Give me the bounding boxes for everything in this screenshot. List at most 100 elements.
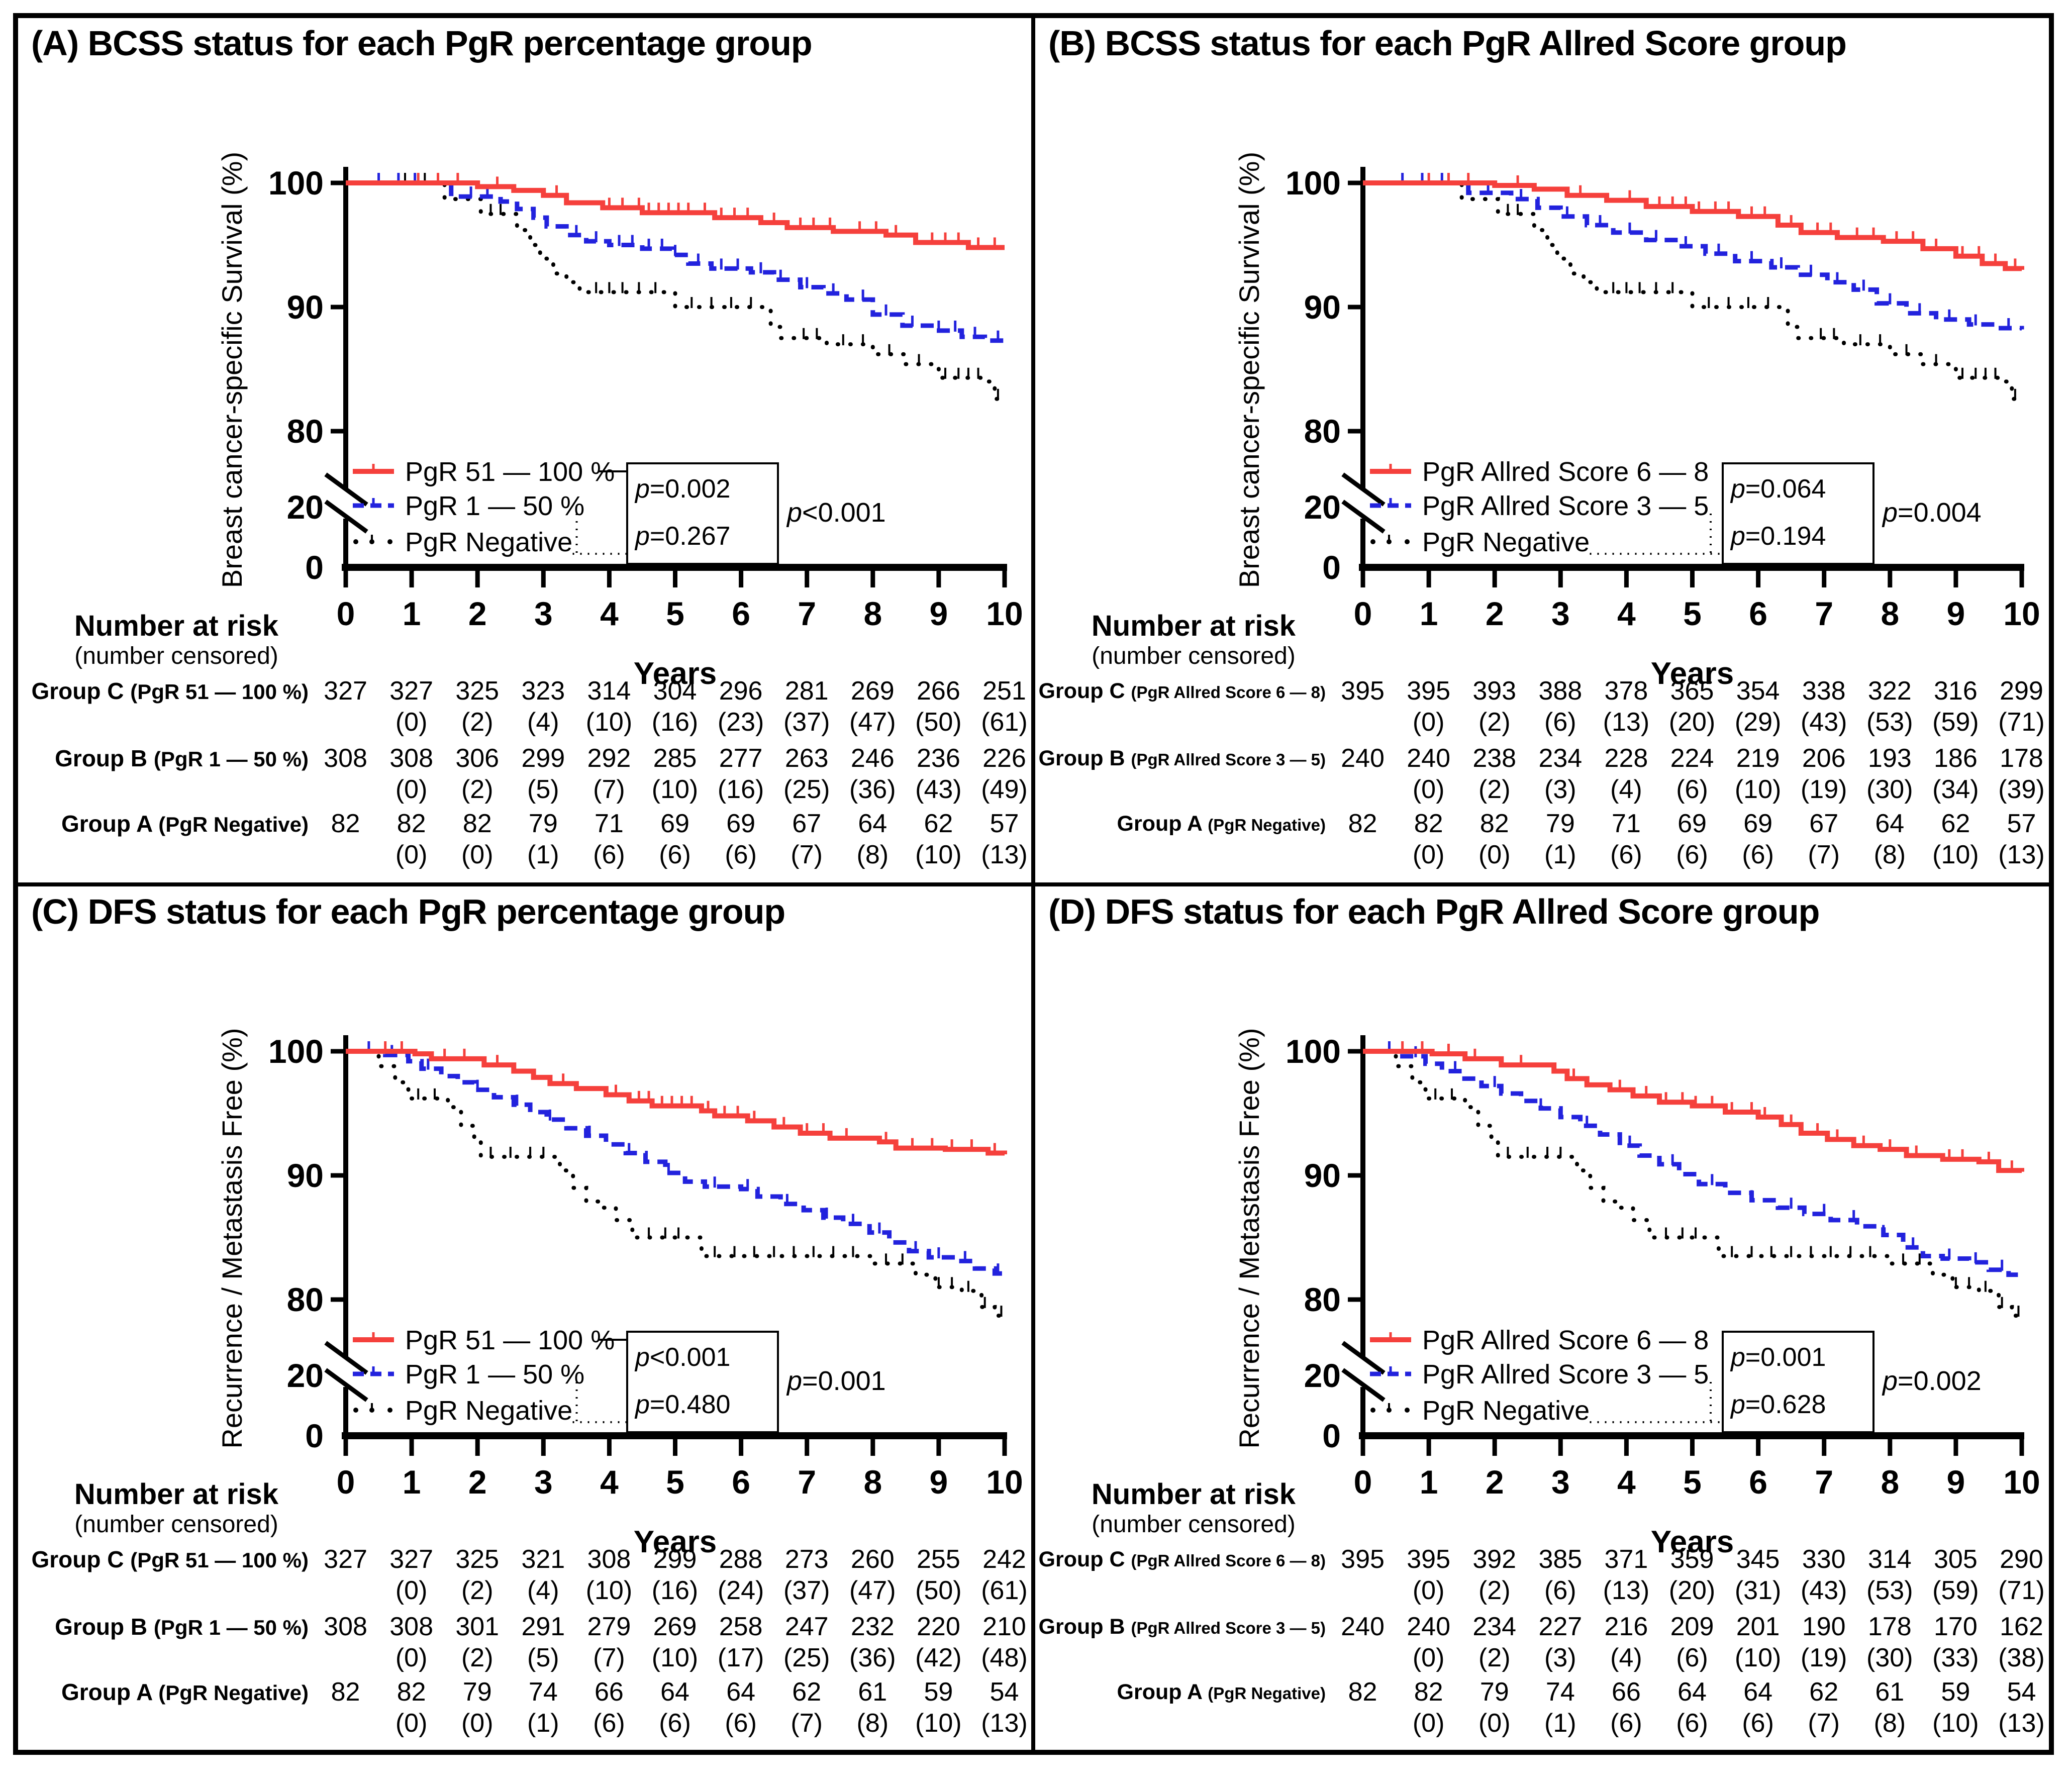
risk-count: 69: [1678, 809, 1707, 838]
risk-cell: 301 (2): [444, 1611, 510, 1673]
risk-cell: 178 (30): [1857, 1611, 1923, 1673]
risk-cell: 371 (13): [1593, 1544, 1659, 1606]
risk-censored: (10): [651, 1643, 699, 1672]
p-value-top-pair: p=0.001: [1730, 1343, 1826, 1372]
risk-count: 82: [331, 809, 360, 838]
risk-count: 67: [1809, 809, 1839, 838]
risk-censored: (7): [593, 775, 625, 804]
risk-censored: (1): [527, 1709, 559, 1738]
risk-censored: (0): [395, 1709, 428, 1738]
risk-count: 395: [1341, 676, 1385, 706]
risk-censored: (13): [1998, 840, 2045, 869]
risk-cell: 57 (13): [971, 808, 1031, 870]
risk-cell: 69 (6): [642, 808, 708, 870]
risk-count: 64: [1875, 809, 1905, 838]
risk-censored: (2): [1478, 1576, 1511, 1605]
risk-count: 296: [719, 676, 763, 706]
risk-count: 71: [1612, 809, 1641, 838]
risk-censored: (59): [1932, 1576, 1979, 1605]
risk-count: 69: [660, 809, 689, 838]
x-axis-title: Years: [1651, 656, 1734, 691]
risk-censored: (13): [1998, 1709, 2045, 1738]
risk-censored: (20): [1668, 1576, 1716, 1605]
x-tick-label: 4: [600, 1463, 619, 1501]
x-tick-label: 9: [1947, 595, 1965, 632]
risk-censored: (2): [461, 1576, 494, 1605]
x-axis-title: Years: [634, 1525, 717, 1559]
risk-row-label-main: Group C: [1038, 1547, 1131, 1571]
risk-censored: (6): [1742, 840, 1774, 869]
km-panel-B: 100 90 80 20 0 0 1 2 3 4 5 6 7 8 9 10 Years Breast cancer…: [1035, 18, 2049, 882]
risk-cell: 224 (6): [1659, 743, 1725, 805]
risk-cell: 308 (10): [576, 1544, 642, 1606]
risk-cell: 290 (71): [1989, 1544, 2049, 1606]
risk-censored: (33): [1932, 1643, 1979, 1672]
km-panel-A: 100 90 80 20 0 0 1 2 3 4 5 6 7 8 9 10 Years Breast cancer…: [18, 18, 1031, 882]
risk-count: 82: [397, 1677, 426, 1707]
risk-cell: 365 (20): [1659, 675, 1725, 738]
risk-count: 305: [1934, 1545, 1978, 1574]
risk-count: 395: [1407, 1545, 1451, 1574]
x-tick-label: 10: [2003, 595, 2040, 632]
curve-pgr-allred-score-6-8: [1363, 1041, 2024, 1173]
risk-censored: (6): [659, 840, 691, 869]
risk-censored: (2): [1478, 1643, 1511, 1672]
risk-count: 301: [455, 1612, 500, 1641]
risk-count: 236: [917, 744, 960, 773]
legend-entry-pgr-negative: PgR Negative: [353, 527, 572, 557]
curve-pgr-allred-score-6-8: [1363, 173, 2024, 271]
risk-cell: 325 (2): [444, 1544, 510, 1606]
risk-cell: 299 (71): [1989, 675, 2049, 738]
risk-censored: (43): [915, 775, 962, 804]
risk-count: 242: [982, 1545, 1026, 1574]
risk-count: 299: [653, 1545, 697, 1574]
risk-censored: (2): [461, 775, 494, 804]
risk-censored: (0): [1478, 1709, 1511, 1738]
risk-row-label: Group A (PgR Negative): [1035, 808, 1330, 844]
risk-censored: (10): [651, 775, 699, 804]
risk-censored: (6): [593, 840, 625, 869]
risk-count: 61: [858, 1677, 887, 1707]
y-tick-label: 80: [287, 413, 324, 450]
risk-cell: 54 (13): [971, 1676, 1031, 1739]
p-value-annotations: p<0.001 p=0.480 p=0.001: [572, 1331, 886, 1433]
risk-cell: 162 (38): [1989, 1611, 2049, 1673]
risk-censored: (8): [1873, 1709, 1906, 1738]
risk-cell: 246 (36): [840, 743, 906, 805]
risk-count: 69: [726, 809, 756, 838]
risk-row-label-main: Group A: [1117, 812, 1208, 836]
risk-count: 378: [1604, 676, 1648, 706]
risk-censored: (4): [1610, 775, 1642, 804]
risk-count: 371: [1604, 1545, 1648, 1574]
risk-cell: 378 (13): [1593, 675, 1659, 738]
risk-count: 82: [1414, 809, 1443, 838]
x-tick-label: 7: [1815, 595, 1833, 632]
risk-censored: (10): [1734, 775, 1782, 804]
risk-censored: (13): [1603, 708, 1650, 737]
risk-cell: 263 (25): [774, 743, 840, 805]
x-tick-label: 1: [403, 1463, 421, 1501]
risk-count: 66: [1612, 1677, 1641, 1707]
risk-cell: 240: [1330, 1611, 1396, 1642]
risk-cell: 325 (2): [444, 675, 510, 738]
risk-censored: (16): [651, 1576, 699, 1605]
risk-censored: (4): [527, 708, 559, 737]
p-value-overall: p=0.002: [1882, 1366, 1982, 1396]
x-tick-label: 2: [468, 595, 487, 632]
risk-censored: (47): [849, 708, 896, 737]
risk-cell: 79 (1): [1527, 808, 1593, 870]
y-tick-label: 80: [1304, 413, 1341, 450]
curve-pgr-1-50: [346, 1041, 1005, 1276]
panel-title: (A) BCSS status for each PgR percentage …: [31, 24, 813, 63]
risk-count: 251: [982, 676, 1026, 706]
risk-censored: (8): [856, 840, 889, 869]
axes: 100 90 80 20 00 1 2 3 4 5 6 7 8 9 10: [1286, 164, 2040, 632]
risk-row-label-main: Group A: [61, 811, 159, 837]
risk-censored: (10): [915, 840, 962, 869]
risk-count: 220: [917, 1612, 960, 1641]
curve-pgr-allred-score-3-5: [1363, 1041, 2022, 1277]
panel-divider-horizontal: [18, 882, 2049, 887]
risk-censored: (53): [1866, 1576, 1913, 1605]
risk-censored: (0): [1412, 1576, 1445, 1605]
risk-censored: (0): [1412, 1643, 1445, 1672]
